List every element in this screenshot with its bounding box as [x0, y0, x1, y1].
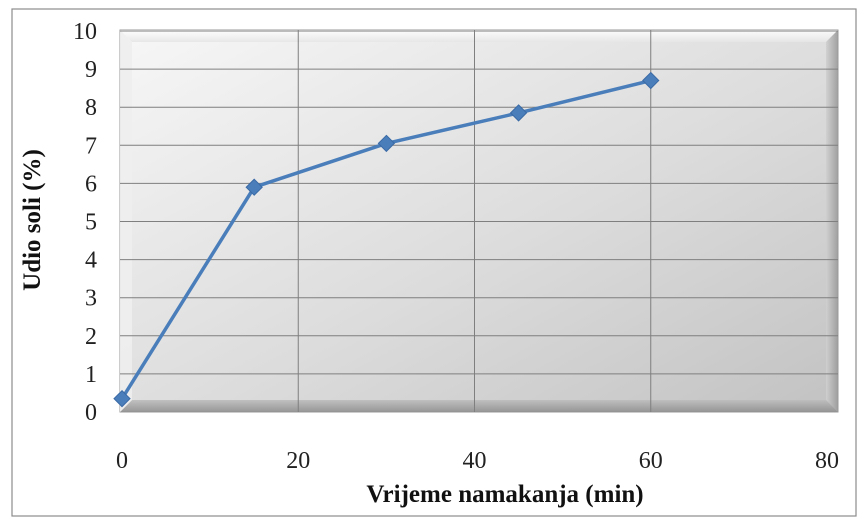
x-tick-label: 60: [639, 448, 663, 474]
x-tick-label: 20: [286, 448, 310, 474]
x-tick-label: 80: [815, 448, 839, 474]
y-tick-label: 9: [85, 57, 97, 83]
data-point-marker: [113, 389, 131, 408]
y-tick-label: 10: [73, 19, 97, 45]
data-point-marker: [509, 104, 528, 122]
y-tick-label: 5: [85, 210, 97, 236]
data-point-marker: [377, 134, 396, 153]
x-tick-label: 0: [116, 448, 128, 474]
grid: [120, 30, 838, 412]
y-tick-label: 4: [85, 248, 97, 274]
y-tick-label: 8: [85, 95, 97, 121]
y-tick-label: 1: [85, 362, 97, 388]
y-axis-title: Udio soli (%): [19, 149, 46, 291]
x-axis-title: Vrijeme namakanja (min): [366, 481, 643, 508]
y-tick-label: 3: [85, 286, 97, 312]
y-axis-ticks: 0 1 2 3 4 5 6 7 8 9 10: [73, 19, 97, 426]
x-tick-label: 40: [463, 448, 487, 474]
y-tick-label: 7: [85, 133, 97, 159]
data-point-marker: [642, 71, 660, 90]
y-tick-label: 0: [85, 400, 97, 426]
x-axis-ticks: 0 20 40 60 80: [116, 448, 839, 474]
data-point-marker: [245, 178, 263, 196]
y-tick-label: 2: [85, 324, 97, 350]
y-tick-label: 6: [85, 171, 97, 197]
series-layer: [113, 71, 660, 408]
